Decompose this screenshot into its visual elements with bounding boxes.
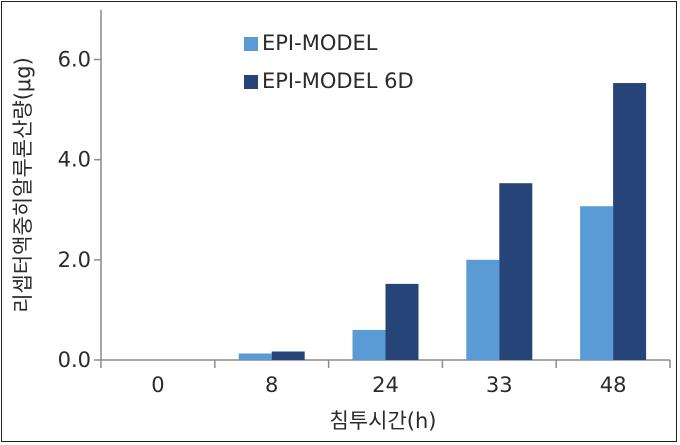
legend: EPI-MODEL EPI-MODEL 6D [244, 31, 414, 93]
y-axis-ticks: 0.0 2.0 4.0 6.0 [58, 48, 101, 372]
x-tick-label: 24 [372, 373, 399, 397]
x-axis-title: 침투시간(h) [330, 409, 437, 433]
y-tick-label: 4.0 [58, 148, 91, 172]
bars [238, 83, 647, 360]
bar-epi-model-6d-8 [271, 351, 305, 360]
x-tick-label: 48 [600, 373, 627, 397]
y-tick-label: 6.0 [58, 48, 91, 72]
bar-epi-model-48 [580, 206, 614, 360]
x-tick-label: 0 [151, 373, 164, 397]
x-axis-ticks: 0 8 24 33 48 [100, 360, 671, 397]
x-tick-label: 33 [486, 373, 513, 397]
bar-epi-model-8 [238, 353, 272, 360]
y-tick-label: 0.0 [58, 348, 91, 372]
legend-label: EPI-MODEL 6D [262, 69, 414, 93]
bar-epi-model-6d-24 [385, 283, 419, 360]
legend-swatch [244, 37, 258, 51]
legend-label: EPI-MODEL [262, 31, 378, 55]
y-tick-label: 2.0 [58, 248, 91, 272]
x-tick-label: 8 [265, 373, 278, 397]
legend-swatch [244, 75, 258, 89]
bar-epi-model-33 [466, 259, 500, 360]
y-axis-title: 리셉터액중히알루론산량(μg) [11, 57, 35, 313]
bar-epi-model-6d-33 [499, 183, 533, 360]
bar-epi-model-24 [352, 329, 386, 360]
bar-epi-model-6d-48 [613, 83, 647, 360]
